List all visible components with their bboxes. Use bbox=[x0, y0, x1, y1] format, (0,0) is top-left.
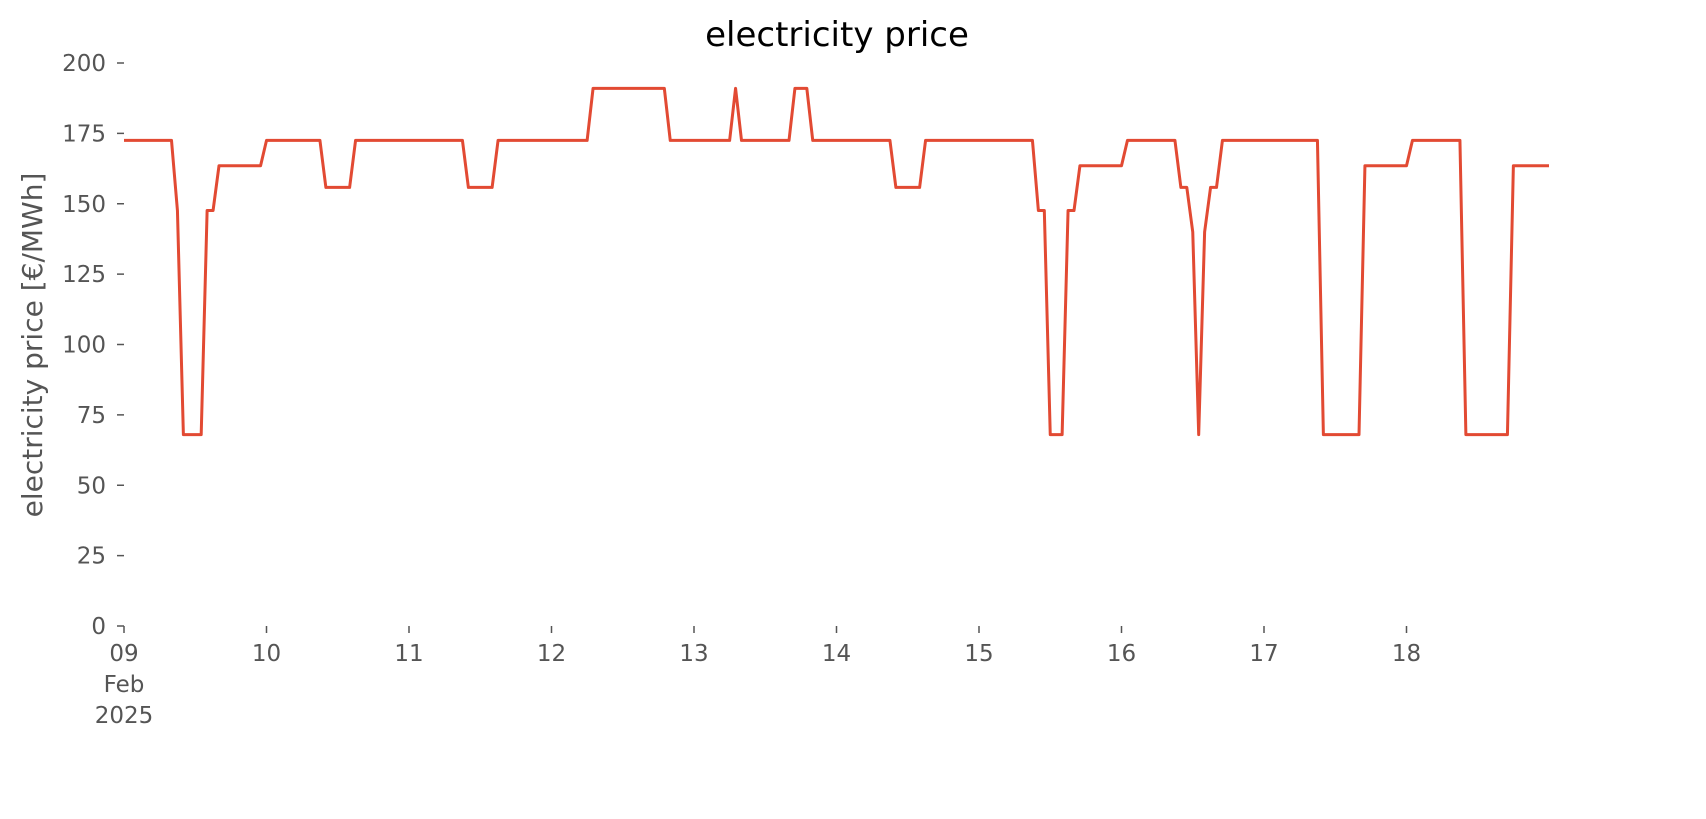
x-tick-label: 16 bbox=[1107, 641, 1136, 667]
y-tick-label: 75 bbox=[77, 403, 106, 429]
x-tick-label: 14 bbox=[822, 641, 851, 667]
price-line bbox=[124, 86, 1549, 437]
y-tick-label: 25 bbox=[77, 544, 106, 570]
x-tick-label: 18 bbox=[1392, 641, 1421, 667]
x-tick-label: 09 Feb 2025 bbox=[95, 641, 154, 729]
x-tick-label: 15 bbox=[964, 641, 993, 667]
y-axis-label: electricity price [€/MWh] bbox=[16, 173, 49, 518]
y-tick-label: 200 bbox=[62, 51, 106, 77]
x-tick-label: 11 bbox=[394, 641, 423, 667]
chart-title: electricity price bbox=[705, 15, 969, 55]
y-tick-label: 150 bbox=[62, 192, 106, 218]
y-tick-label: 125 bbox=[62, 262, 106, 288]
y-tick-label: 175 bbox=[62, 121, 106, 147]
y-tick-label: 100 bbox=[62, 333, 106, 359]
x-tick-label: 13 bbox=[679, 641, 708, 667]
y-tick-label: 0 bbox=[91, 614, 106, 640]
x-tick-label: 10 bbox=[252, 641, 281, 667]
y-tick-label: 50 bbox=[77, 473, 106, 499]
x-tick-label: 17 bbox=[1249, 641, 1278, 667]
x-tick-label: 12 bbox=[537, 641, 566, 667]
